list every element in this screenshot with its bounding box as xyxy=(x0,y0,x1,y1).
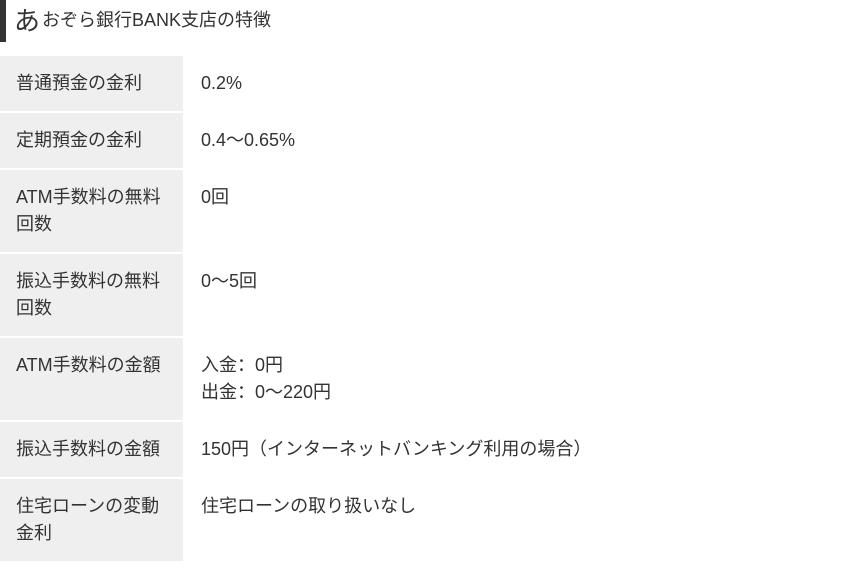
header-title: おぞら銀行BANK支店の特徴 xyxy=(42,10,271,32)
feature-label: ATM手数料の金額 xyxy=(0,338,183,420)
table-row: 定期預金の金利 0.4～0.65% xyxy=(0,113,858,170)
table-row: ATM手数料の無料回数 0回 xyxy=(0,170,858,254)
feature-value: 住宅ローンの取り扱いなし xyxy=(183,479,858,561)
feature-label: 住宅ローンの変動金利 xyxy=(0,479,183,561)
feature-label: 普通預金の金利 xyxy=(0,56,183,111)
table-row: ATM手数料の金額 入金：0円 出金：0～220円 xyxy=(0,338,858,422)
table-row: 振込手数料の金額 150円（インターネットバンキング利用の場合） xyxy=(0,422,858,479)
feature-value: 150円（インターネットバンキング利用の場合） xyxy=(183,422,858,477)
feature-value: 0～5回 xyxy=(183,254,858,336)
table-row: 振込手数料の無料回数 0～5回 xyxy=(0,254,858,338)
feature-label: 振込手数料の無料回数 xyxy=(0,254,183,336)
feature-value: 0回 xyxy=(183,170,858,252)
feature-label: 振込手数料の金額 xyxy=(0,422,183,477)
feature-label: 定期預金の金利 xyxy=(0,113,183,168)
feature-value: 0.2% xyxy=(183,56,858,111)
section-header: あ おぞら銀行BANK支店の特徴 xyxy=(0,0,858,42)
features-table: 普通預金の金利 0.2% 定期預金の金利 0.4～0.65% ATM手数料の無料… xyxy=(0,56,858,563)
feature-value: 0.4～0.65% xyxy=(183,113,858,168)
table-row: 普通預金の金利 0.2% xyxy=(0,56,858,113)
feature-value: 入金：0円 出金：0～220円 xyxy=(183,338,858,420)
table-row: 住宅ローンの変動金利 住宅ローンの取り扱いなし xyxy=(0,479,858,563)
header-prefix: あ xyxy=(14,8,40,34)
feature-label: ATM手数料の無料回数 xyxy=(0,170,183,252)
